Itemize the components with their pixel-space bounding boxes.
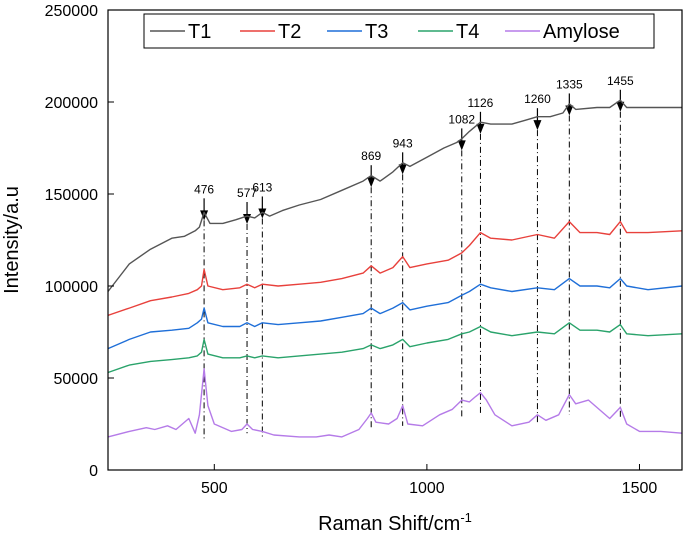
x-tick-label: 500 [201, 480, 228, 497]
legend: T1 T2 T3 T4 Amylose [143, 13, 655, 49]
y-axis-label: Intensity/a.u [1, 186, 23, 294]
y-tick-label: 150000 [45, 187, 98, 204]
peak-arrow-head [457, 140, 466, 151]
series-line-t3 [107, 277, 683, 350]
peak-label: 1082 [448, 112, 475, 126]
legend-label-t3: T3 [365, 21, 388, 43]
y-tick-label: 50000 [54, 371, 99, 388]
legend-label-t4: T4 [456, 21, 479, 43]
x-axis-label-superscript: -1 [460, 510, 472, 525]
legend-box [143, 13, 655, 49]
peak-arrow-head [616, 101, 625, 112]
x-tick-label: 1500 [622, 480, 658, 497]
legend-label-t1: T1 [188, 21, 211, 43]
peak-label: 1335 [556, 77, 583, 91]
y-tick-label: 200000 [45, 95, 98, 112]
peak-arrow-head [367, 177, 376, 188]
x-axis-label-text: Raman Shift/cm [318, 513, 460, 535]
series-line-t4 [107, 322, 683, 374]
peak-label: 943 [393, 136, 413, 150]
peak-arrow-head [258, 208, 267, 219]
series-layer [107, 99, 683, 438]
x-axis-label: Raman Shift/cm-1 [318, 510, 472, 535]
axis-ticks: 500 1000 1500 0 50000 100000 150000 200000 25000… [45, 3, 658, 497]
legend-label-t2: T2 [278, 21, 301, 43]
x-tick-label: 1000 [409, 480, 445, 497]
series-line-t1 [107, 99, 682, 292]
peak-label: 1455 [607, 74, 634, 88]
y-tick-label: 0 [89, 463, 98, 480]
peak-label: 1126 [468, 96, 494, 110]
series-line-amylose [107, 368, 683, 438]
y-tick-label: 250000 [45, 3, 98, 20]
peak-arrow-head [398, 164, 407, 175]
peak-arrow-head [533, 120, 542, 131]
peak-label: 1260 [524, 92, 551, 106]
peak-label: 476 [194, 182, 214, 196]
peak-label: 577 [237, 186, 257, 200]
peak-arrow-head [200, 210, 209, 221]
peak-arrow-head [476, 123, 485, 134]
peak-label: 869 [361, 149, 381, 163]
series-line-t2 [107, 220, 683, 317]
peak-label: 613 [252, 180, 272, 194]
y-tick-label: 100000 [45, 279, 98, 296]
peak-arrow-head [565, 105, 574, 116]
plot-frame [107, 9, 683, 471]
legend-label-amylose: Amylose [543, 21, 620, 43]
